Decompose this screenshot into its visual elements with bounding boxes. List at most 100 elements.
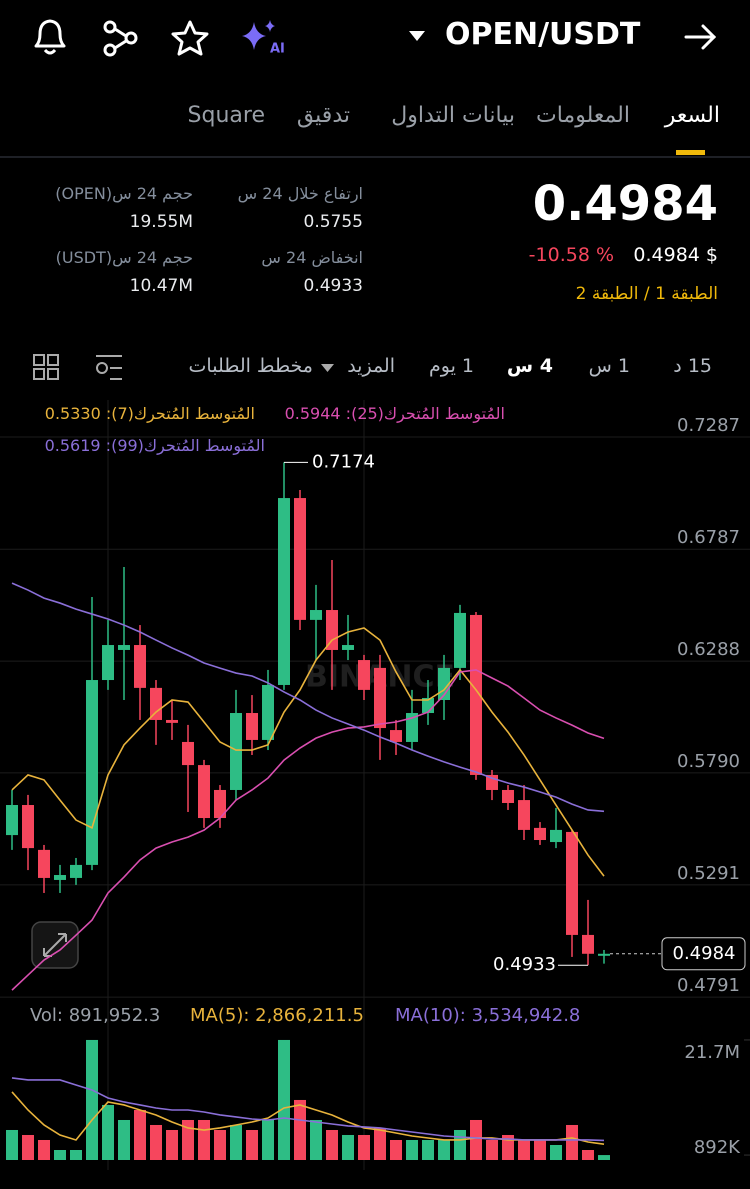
interval[interactable]: 4 س [506,355,553,377]
share-icon[interactable] [103,20,138,57]
star-icon[interactable] [171,20,209,56]
candle-body [182,741,194,766]
candle-body [566,831,578,935]
tab[interactable]: Square [187,103,265,128]
candle-body [214,789,226,819]
legend-entry: المُتوسط المُتحرك(25): 0.5944 [284,404,505,423]
candle-body [278,498,290,685]
volume-bar [598,1155,610,1160]
volume-bar [502,1134,514,1160]
legend-entry: MA(10): 3,534,942.8 [395,1005,580,1026]
high-label: 0.7174 [312,451,375,472]
candle-body [294,498,306,620]
y-tick-label: 0.7287 [677,415,740,436]
tab[interactable]: المعلومات [536,103,630,128]
candle-body [38,849,50,878]
low-label: 0.4933 [493,954,556,975]
candle-body [598,953,610,956]
volume-bar [150,1124,162,1160]
candle-body [6,805,18,836]
interval[interactable]: 15 د [673,355,712,377]
legend-entry: المُتوسط المُتحرك(99): 0.5619 [44,436,265,455]
caret[interactable] [321,364,334,372]
volume-bar [22,1134,34,1160]
tab[interactable]: السعر [664,103,720,128]
depth-chart[interactable]: مخطط الطلبات [188,355,313,377]
y-tick-label: 0.6288 [677,639,740,660]
volume-bar [246,1129,258,1160]
y-tick-label: 892K [694,1137,741,1158]
ma-line [11,1091,605,1145]
candle-body [166,719,178,723]
stat-label: انخفاض 24 س [261,248,363,267]
y-tick-label: 21.7M [684,1042,740,1063]
volume-bar [406,1139,418,1160]
tags[interactable]: الطبقة 1 / الطبقة 2 [575,284,718,304]
legend-entry: المُتوسط المُتحرك(7): 0.5330 [44,404,255,423]
ai-icon[interactable]: AI [242,20,285,57]
candle-body [326,610,338,650]
volume-bar [566,1124,578,1160]
ma-line [11,669,605,991]
volume-bar [390,1139,402,1160]
price-change: -10.58 % [528,244,614,266]
last-price-box [661,937,746,971]
y-tick-label: 0.5291 [677,863,740,884]
ma-line [11,1077,605,1142]
indicator-icon[interactable] [96,355,122,380]
volume-bar [422,1139,434,1160]
volume-bar [118,1119,130,1160]
volume-bar [534,1139,546,1160]
volume-bar [486,1139,498,1160]
volume-bar [358,1134,370,1160]
stat-value: 10.47M [129,276,193,296]
volume-bar [166,1129,178,1160]
candle-body [198,765,210,819]
interval[interactable]: 1 س [588,355,630,377]
interval[interactable]: 1 يوم [428,355,474,377]
volume-bar [182,1119,194,1160]
volume-bar [70,1149,82,1160]
candle-body [150,687,162,720]
volume-bar [102,1104,114,1160]
candle-body [390,730,402,742]
y-tick-label: 0.4791 [677,975,740,996]
volume-bar [278,1039,290,1160]
pair-title[interactable]: OPEN/USDT [445,17,641,52]
volume-bar [54,1149,66,1160]
volume-bar [310,1119,322,1160]
layout-icon[interactable] [33,354,59,380]
more[interactable]: المزيد [347,355,395,377]
candle-body [582,934,594,954]
arrow-icon[interactable] [684,24,717,50]
candle-body [550,829,562,843]
tab[interactable]: تدقيق [296,103,350,128]
volume-bar [374,1127,386,1160]
candle-body [358,660,370,690]
bell-icon[interactable] [34,19,66,55]
volume-bar [342,1134,354,1160]
candle-body [454,612,466,668]
volume-bar [294,1099,306,1160]
volume-bar [550,1144,562,1160]
volume-bar [198,1119,210,1160]
price-usd: 0.4984 $ [633,244,718,266]
volume-bar [38,1139,50,1160]
volume-bar [518,1139,530,1160]
volume-bar [134,1109,146,1160]
volume-bar [438,1139,450,1160]
candle-body [22,805,34,849]
tab[interactable]: بيانات التداول [391,103,515,128]
candle-body [310,610,322,620]
candle-body [262,684,274,740]
last-price-tag: 0.4984 [673,943,736,964]
candle-body [246,713,258,740]
stat-value: 0.5755 [303,212,363,232]
ma-line [11,582,605,813]
expand-icon[interactable] [31,921,79,969]
pair-caret[interactable] [409,31,425,41]
candle-body [230,713,242,790]
volume-bar [326,1129,338,1160]
candle-body [502,789,514,803]
